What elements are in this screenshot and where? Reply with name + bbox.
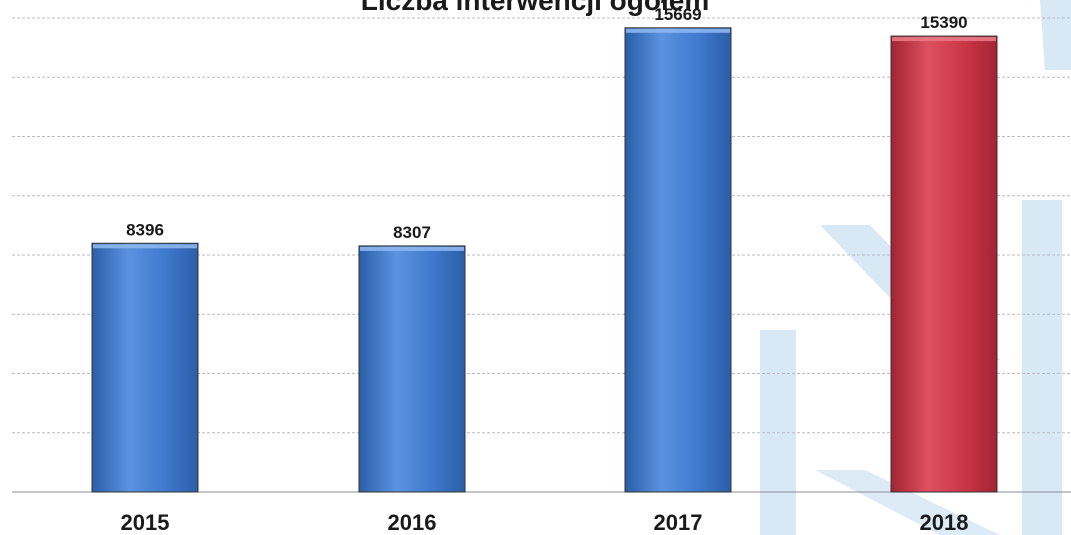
- bars: [91, 27, 998, 493]
- category-labels: 2015 2016 2017 2018: [121, 510, 969, 535]
- bar-2015: [91, 242, 199, 493]
- chart-title: Liczba interwencji ogółem: [361, 0, 710, 16]
- value-labels: 8396 8307 15669 15390: [126, 5, 968, 242]
- bar-2017: [624, 27, 732, 493]
- bar-top-highlight: [626, 28, 730, 33]
- category-label-2017: 2017: [654, 510, 703, 535]
- bar-top-highlight: [360, 246, 464, 251]
- category-label-2018: 2018: [920, 510, 969, 535]
- value-label-2017: 15669: [654, 5, 701, 24]
- value-label-2018: 15390: [920, 13, 967, 32]
- bar-top-highlight: [892, 37, 996, 42]
- bar-2018: [890, 35, 998, 493]
- category-label-2015: 2015: [121, 510, 170, 535]
- bar-top-highlight: [93, 244, 197, 249]
- value-label-2016: 8307: [393, 223, 431, 242]
- bar-2016: [358, 245, 466, 493]
- value-label-2015: 8396: [126, 220, 164, 239]
- category-label-2016: 2016: [388, 510, 437, 535]
